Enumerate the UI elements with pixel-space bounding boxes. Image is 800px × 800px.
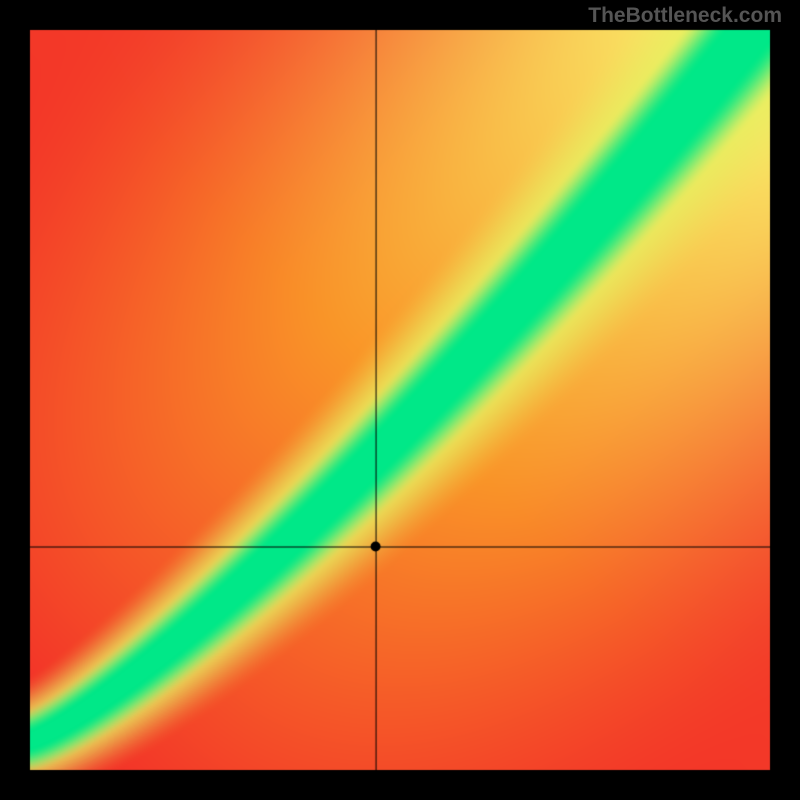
bottleneck-heatmap — [0, 0, 800, 800]
chart-container: TheBottleneck.com — [0, 0, 800, 800]
watermark-text: TheBottleneck.com — [588, 4, 782, 28]
